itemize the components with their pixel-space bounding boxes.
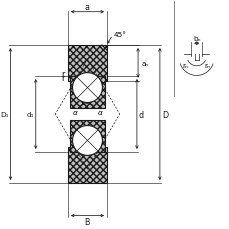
Text: rₙ: rₙ (182, 63, 188, 69)
Text: 45°: 45° (113, 31, 126, 37)
Text: D₁: D₁ (0, 112, 9, 117)
Polygon shape (70, 120, 104, 152)
Text: aₙ: aₙ (141, 61, 148, 67)
Polygon shape (68, 46, 106, 81)
Text: r: r (61, 70, 65, 79)
Text: B: B (84, 217, 90, 226)
Text: a: a (85, 3, 90, 12)
Text: $\alpha$: $\alpha$ (71, 108, 78, 116)
Text: d: d (138, 110, 143, 119)
Text: d₁: d₁ (26, 112, 34, 117)
Circle shape (72, 126, 102, 156)
Text: $\alpha$: $\alpha$ (96, 108, 103, 116)
Text: rₙ: rₙ (204, 63, 210, 69)
Polygon shape (70, 77, 104, 109)
Text: D: D (161, 110, 167, 119)
Polygon shape (68, 148, 106, 183)
Text: r: r (61, 74, 65, 82)
Text: bₙ: bₙ (192, 36, 199, 42)
Circle shape (72, 73, 102, 103)
